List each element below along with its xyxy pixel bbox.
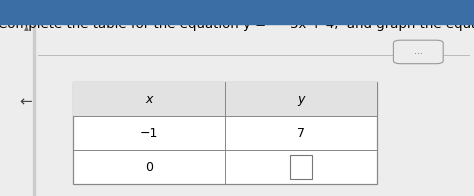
Text: ←: ← bbox=[20, 94, 32, 109]
Text: x: x bbox=[146, 93, 153, 106]
Bar bbox=[73, 82, 377, 184]
Bar bbox=[73, 82, 377, 116]
Text: 7: 7 bbox=[297, 127, 305, 140]
Text: ▴: ▴ bbox=[24, 22, 28, 33]
Bar bbox=[33, 0, 35, 196]
Text: ...: ... bbox=[414, 47, 423, 56]
Text: Complete the table for the equation y =  − 3x + 4,  and graph the equation.: Complete the table for the equation y = … bbox=[0, 18, 474, 31]
Text: y: y bbox=[297, 93, 305, 106]
FancyBboxPatch shape bbox=[393, 40, 443, 64]
Text: 0: 0 bbox=[146, 161, 153, 174]
Text: −1: −1 bbox=[140, 127, 158, 140]
Bar bbox=[0, 0, 474, 24]
Bar bbox=[290, 155, 312, 179]
